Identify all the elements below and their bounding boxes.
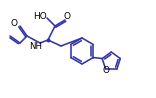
Text: NH: NH — [29, 41, 42, 50]
Text: O: O — [10, 19, 17, 28]
Text: O: O — [102, 66, 109, 75]
Text: HO: HO — [33, 11, 47, 20]
Text: O: O — [63, 11, 71, 20]
